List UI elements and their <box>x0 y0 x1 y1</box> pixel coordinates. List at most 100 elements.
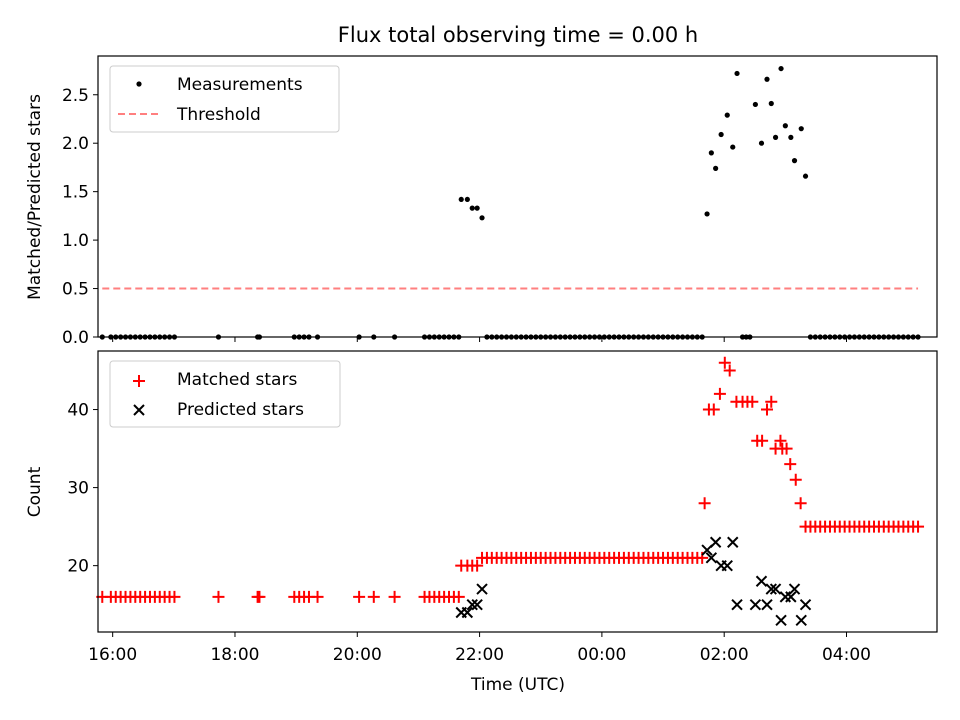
predicted-star-point <box>785 591 797 603</box>
predicted-star-point <box>749 598 762 611</box>
matched-star-point <box>388 590 401 603</box>
measurement-point <box>708 150 714 156</box>
x-tick-label: 18:00 <box>210 645 259 665</box>
top-axis-ticks: 0.0 0.5 1.0 1.5 2.0 2.5 <box>62 86 847 348</box>
measurement-point <box>772 134 779 140</box>
measurement-point <box>768 100 774 107</box>
predicted-star-point <box>799 598 812 611</box>
bottom-axes-frame <box>97 350 938 633</box>
matched-star-point <box>212 590 225 603</box>
measurement-point <box>764 76 770 82</box>
predicted-star-point <box>705 552 718 564</box>
predicted-star-point <box>788 583 801 595</box>
top-y-tick-label: 1.5 <box>62 183 89 203</box>
predicted-star-point <box>709 536 722 548</box>
predicted-star-point <box>755 575 768 587</box>
matched-star-point <box>780 442 793 455</box>
top-y-axis-label: Matched/Predicted stars <box>25 94 45 300</box>
top-y-tick-label: 2.5 <box>62 86 89 106</box>
matched-star-point <box>912 520 925 533</box>
measurement-point <box>788 134 794 140</box>
top-y-tick-label: 0.5 <box>62 280 89 300</box>
measurements-legend-marker <box>136 81 142 87</box>
predicted-star-point <box>727 536 739 548</box>
matched-star-point <box>718 356 731 369</box>
matched-star-point <box>311 590 324 603</box>
matched-star-point <box>707 403 720 416</box>
x-tick-label: 02:00 <box>700 645 749 665</box>
measurement-point <box>778 65 784 72</box>
measurement-point <box>782 123 788 129</box>
measurement-point <box>730 144 736 150</box>
measurement-point <box>474 205 480 211</box>
measurement-point <box>724 112 730 118</box>
top-legend: Measurements Threshold <box>109 65 340 133</box>
matched-star-point <box>746 395 759 408</box>
measurement-point <box>791 158 798 164</box>
bottom-y-axis-label: Count <box>25 466 45 517</box>
predicted-star-point <box>721 559 733 572</box>
top-legend-box <box>109 65 340 133</box>
matched-star-point <box>774 434 787 447</box>
bottom-y-tick-label: 30 <box>67 479 89 499</box>
predicted-star-point <box>765 583 777 595</box>
matched-star-point <box>756 434 769 447</box>
predicted-star-point <box>471 598 483 611</box>
x-axis-label: Time (UTC) <box>470 675 565 695</box>
matched-star-point <box>784 458 797 471</box>
threshold-legend-label: Threshold <box>176 105 261 125</box>
measurement-point <box>798 126 804 132</box>
bottom-axis-ticks: 20 30 40 16:00 18:00 20:00 22:00 00:00 02:00 04:0… <box>67 401 871 665</box>
predicted-star-point <box>769 583 782 595</box>
measurement-point <box>458 196 464 203</box>
matched-star-point <box>765 395 778 408</box>
measurement-point <box>802 173 809 179</box>
measurement-point <box>704 211 710 217</box>
predicted-star-point <box>731 598 743 611</box>
chart-title: Flux total observing time = 0.00 h <box>338 23 698 47</box>
measurement-point <box>734 70 740 77</box>
matched-star-point <box>713 387 726 400</box>
matched-star-point <box>471 559 484 572</box>
measurement-point <box>469 205 475 211</box>
matched-legend-marker <box>133 375 145 387</box>
matched-star-point <box>698 497 711 510</box>
measurement-point <box>713 165 719 171</box>
predicted-star-point <box>795 614 807 626</box>
top-axes-frame <box>97 55 938 338</box>
predicted-legend-label: Predicted stars <box>177 400 304 420</box>
top-y-tick-label: 0.0 <box>62 328 89 348</box>
predicted-star-point <box>761 598 773 611</box>
x-tick-label: 16:00 <box>88 645 137 665</box>
x-tick-label: 04:00 <box>822 645 871 665</box>
predicted-star-point <box>775 614 787 626</box>
bottom-legend-box <box>109 360 341 428</box>
measurement-point <box>464 196 470 203</box>
matched-star-point <box>353 590 366 603</box>
predicted-star-point <box>466 598 478 611</box>
predicted-star-point <box>461 606 474 619</box>
bottom-legend: Matched stars Predicted stars <box>109 360 341 428</box>
matched-star-point <box>452 590 465 603</box>
matched-star-point <box>723 364 736 377</box>
matched-star-point <box>253 590 266 603</box>
matched-legend-label: Matched stars <box>177 370 297 390</box>
matched-star-point <box>367 590 380 603</box>
x-tick-label: 20:00 <box>333 645 382 665</box>
measurement-point <box>718 131 724 138</box>
x-tick-label: 22:00 <box>455 645 504 665</box>
predicted-star-point <box>476 583 488 595</box>
matched-star-point <box>794 497 807 510</box>
matched-star-point <box>789 473 802 486</box>
matched-star-point <box>168 590 181 603</box>
measurement-point <box>758 140 765 146</box>
predicted-legend-marker <box>133 404 145 416</box>
bottom-plot-area <box>96 356 925 626</box>
matched-star-point <box>760 403 773 416</box>
measurement-point <box>479 215 485 221</box>
bottom-y-tick-label: 40 <box>67 401 89 421</box>
top-y-tick-label: 2.0 <box>62 134 89 154</box>
top-y-tick-label: 1.0 <box>62 231 89 251</box>
measurements-legend-label: Measurements <box>177 75 303 95</box>
